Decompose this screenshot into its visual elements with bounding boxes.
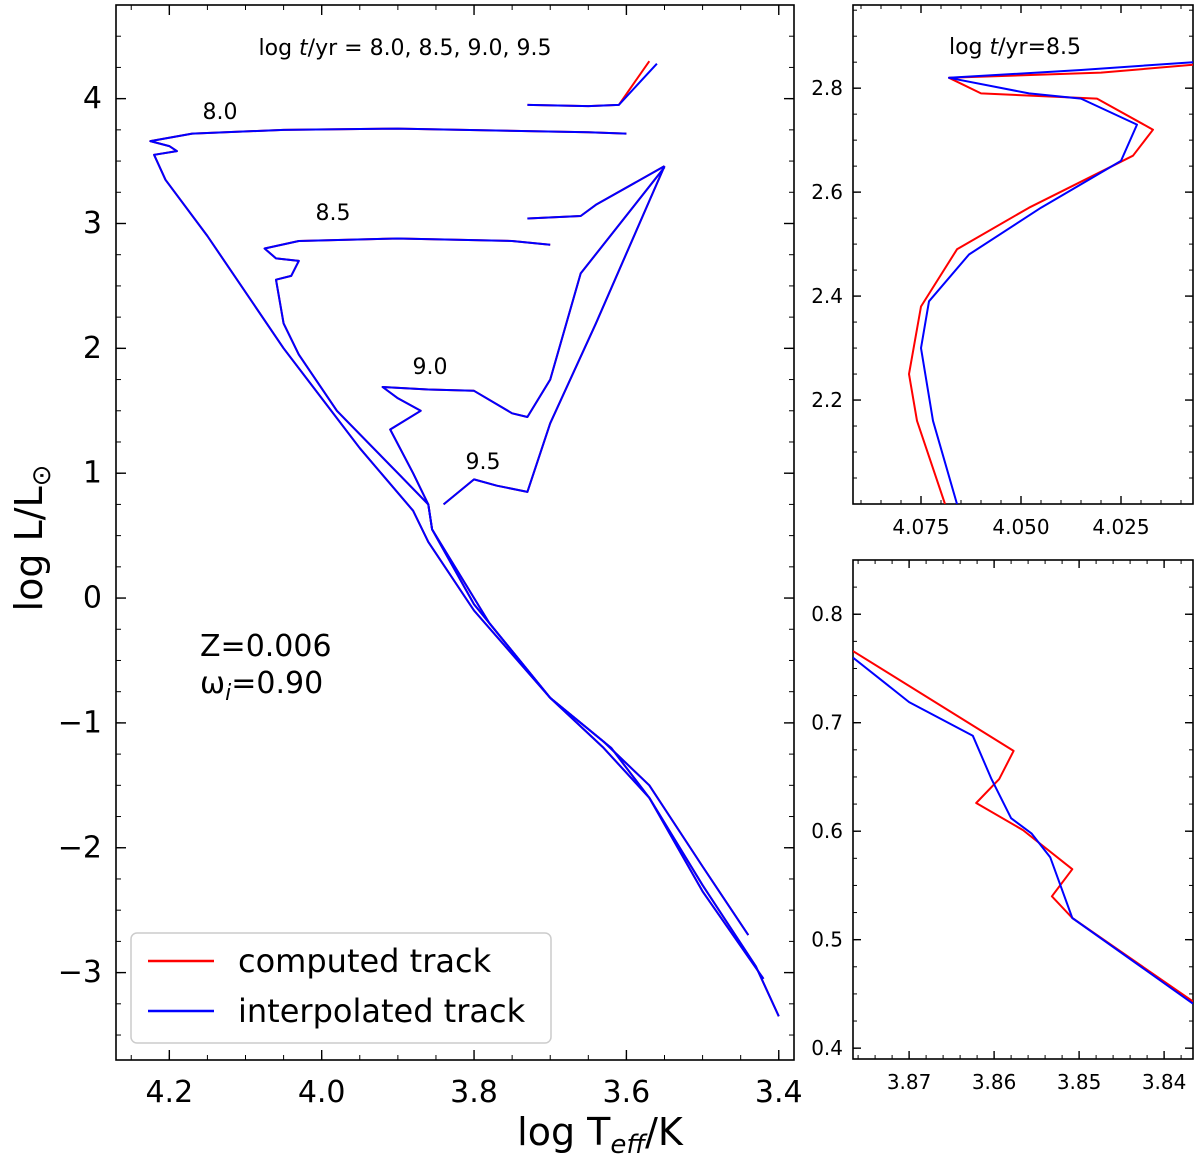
inset-top-frame: [852, 4, 1194, 505]
main-y-tick-label: −2: [58, 830, 102, 865]
main-tick-marks: [116, 4, 794, 1060]
main-y-tick-label: 1: [83, 456, 102, 491]
inset-top-y-tick-label: 2.2: [811, 388, 843, 412]
inset-bottom-panel: 3.87 3.86 3.85 3.84 0.4 0.5 0.6 0.7 0.8: [811, 559, 1194, 1094]
inset-top-x-tick-labels: 4.075 4.050 4.025: [892, 515, 1149, 539]
main-line-interpolated-track-log-t-8-5: [263, 237, 750, 936]
legend: computed track interpolated track: [130, 932, 552, 1044]
main-line-interpolated-track-log-t-9-0: [381, 166, 765, 980]
main-line-interpolated-track-log-t-8-0: [149, 127, 780, 1017]
main-x-tick-label: 4.0: [298, 1075, 346, 1110]
main-x-tick-label: 3.4: [755, 1075, 803, 1110]
inset-top-x-tick-label: 4.075: [892, 515, 949, 539]
main-y-tick-labels: −3 −2 −1 0 1 2 3 4: [58, 81, 102, 990]
inset-top-y-tick-label: 2.8: [811, 76, 843, 100]
inset-bottom-frame: [852, 559, 1194, 1060]
inset-top-x-tick-label: 4.025: [1092, 515, 1149, 539]
main-x-tick-label: 3.8: [450, 1075, 498, 1110]
main-y-tick-label: 2: [83, 331, 102, 366]
inset-top-line-computed-track-computed-track: [908, 63, 1193, 504]
legend-label-computed: computed track: [238, 942, 492, 980]
inset-top-y-tick-label: 2.4: [811, 284, 843, 308]
main-y-tick-label: −1: [58, 705, 102, 740]
inset-bottom-x-tick-label: 3.84: [1142, 1070, 1187, 1094]
inset-top-tick-marks: [853, 5, 1193, 505]
inset-bottom-y-tick-label: 0.5: [811, 928, 843, 952]
inset-bottom-x-tick-label: 3.85: [1057, 1070, 1102, 1094]
inset-bottom-y-tick-label: 0.4: [811, 1036, 843, 1060]
age-list-annotation: log t/yr = 8.0, 8.5, 9.0, 9.5: [259, 36, 552, 61]
inset-top-line-interpolated-track-interpolated-track: [920, 61, 1193, 504]
main-y-tick-label: 3: [83, 206, 102, 241]
inset-bottom-x-tick-labels: 3.87 3.86 3.85 3.84: [887, 1070, 1187, 1094]
inset-bottom-line-interpolated-track-interpolated-track: [853, 656, 1193, 1005]
inset-bottom-y-tick-label: 0.8: [811, 602, 843, 626]
inset-top-plot-area: [908, 61, 1193, 504]
main-y-tick-label: −3: [58, 955, 102, 990]
main-series-lines: [149, 60, 780, 1017]
inset-bottom-series-lines: [853, 650, 1193, 1005]
main-x-tick-label: 3.6: [603, 1075, 651, 1110]
rotation-annotation: ωi=0.90: [200, 666, 323, 706]
inset-top-title: log t/yr=8.5: [949, 35, 1081, 60]
main-x-tick-labels: 4.2 4.0 3.8 3.6 3.4: [145, 1075, 802, 1110]
inset-top-series-lines: [908, 61, 1193, 504]
age-label-9-0: 9.0: [413, 355, 448, 380]
main-line-computed-track-log-t-8-0: [149, 127, 780, 1017]
main-line-computed-track-log-t-9-0: [381, 166, 765, 980]
main-plot-area: [149, 60, 780, 1017]
legend-label-interpolated: interpolated track: [238, 992, 526, 1030]
main-hr-diagram-panel: 4.2 4.0 3.8 3.6 3.4 −3 −2 −1 0 1 2 3 4 log t/yr = 8…: [7, 4, 803, 1159]
inset-bottom-plot-area: [853, 650, 1193, 1005]
main-line-computed-track-log-t-8-5: [263, 237, 750, 936]
main-x-tick-label: 4.2: [145, 1075, 193, 1110]
main-line-computed-track-log-t-8-0-giant: [527, 60, 651, 108]
age-label-8-0: 8.0: [203, 100, 238, 125]
inset-bottom-y-tick-label: 0.6: [811, 819, 843, 843]
y-axis-title: log L/L⊙: [7, 465, 57, 612]
legend-box: [130, 932, 552, 1044]
inset-bottom-y-tick-labels: 0.4 0.5 0.6 0.7 0.8: [811, 602, 843, 1060]
inset-top-x-tick-label: 4.050: [992, 515, 1049, 539]
inset-bottom-tick-marks: [853, 559, 1193, 1059]
inset-top-y-tick-label: 2.6: [811, 180, 843, 204]
metallicity-annotation: Z=0.006: [200, 629, 332, 664]
main-y-tick-label: 4: [83, 81, 102, 116]
age-label-9-5: 9.5: [466, 450, 501, 475]
main-plot-frame: [115, 4, 795, 1061]
inset-top-y-tick-labels: 2.2 2.4 2.6 2.8: [811, 76, 843, 412]
x-axis-title: log Teff/K: [517, 1110, 684, 1159]
main-line-interpolated-track-log-t-8-5-giant: [527, 165, 665, 220]
main-line-interpolated-track-log-t-8-0-giant: [527, 63, 658, 108]
inset-bottom-x-tick-label: 3.87: [887, 1070, 932, 1094]
inset-bottom-y-tick-label: 0.7: [811, 711, 843, 735]
inset-bottom-x-tick-label: 3.86: [972, 1070, 1017, 1094]
age-label-8-5: 8.5: [316, 201, 351, 226]
main-line-interpolated-track-log-t-9-5: [442, 165, 666, 506]
main-y-tick-label: 0: [83, 581, 102, 616]
inset-top-panel: 4.075 4.050 4.025 2.2 2.4 2.6 2.8 log t/yr=8.…: [811, 4, 1194, 539]
inset-bottom-line-computed-track-computed-track: [853, 650, 1193, 1003]
